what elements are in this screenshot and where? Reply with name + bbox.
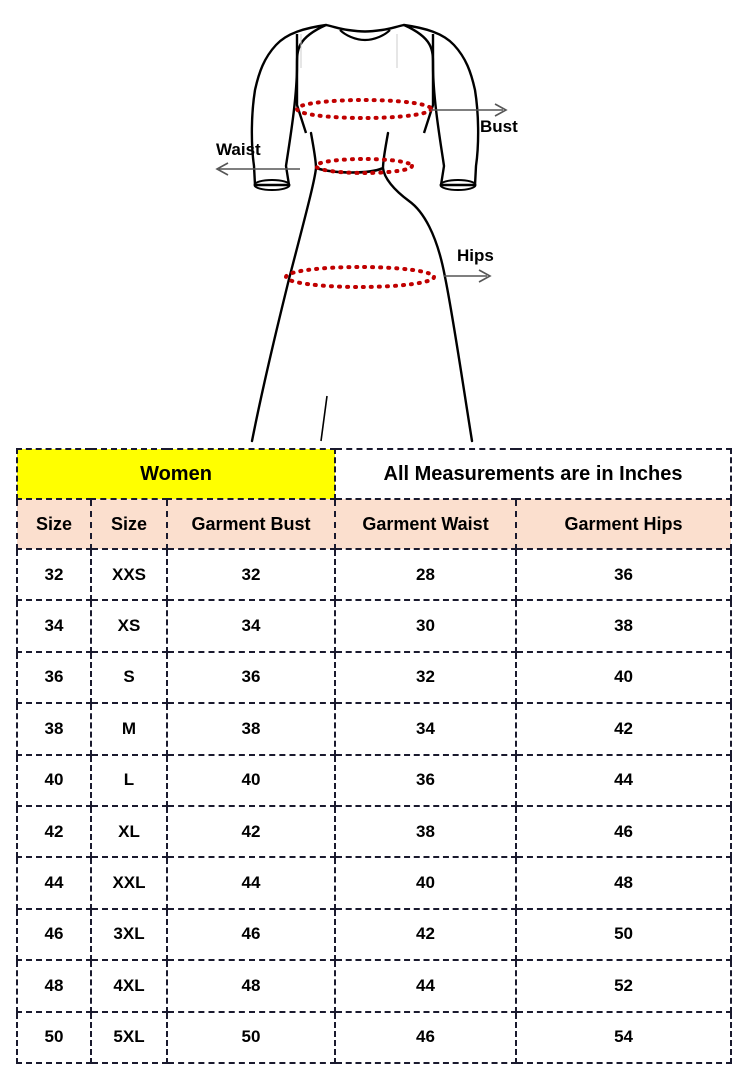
svg-text:Hips: Hips bbox=[457, 246, 494, 265]
svg-text:Waist: Waist bbox=[216, 140, 261, 159]
svg-text:Bust: Bust bbox=[480, 117, 518, 136]
